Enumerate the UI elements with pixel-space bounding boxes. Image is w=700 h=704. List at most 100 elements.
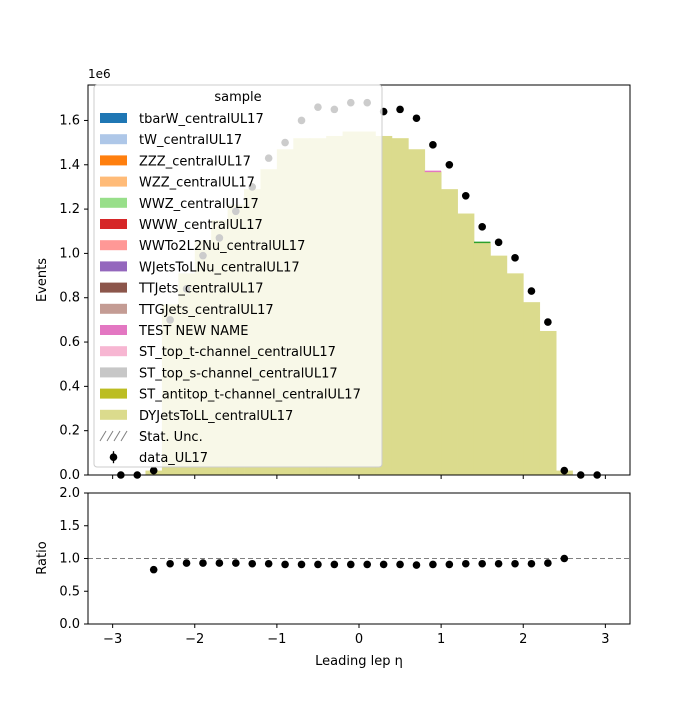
legend-label: ST_top_s-channel_centralUL17: [139, 366, 338, 381]
ratio-point: [527, 559, 536, 568]
mc-bar: [539, 330, 557, 475]
mc-bar: [391, 138, 409, 475]
data-point: [396, 105, 404, 114]
ratio-point: [232, 559, 240, 567]
ratio-points: [149, 554, 569, 574]
x-tick-label: −3: [103, 632, 122, 647]
legend-label: WWW_centralUL17: [139, 218, 263, 233]
legend-swatch: [100, 282, 127, 293]
data-point: [445, 160, 454, 169]
legend-marker: [109, 453, 118, 462]
legend-label: tbarW_centralUL17: [139, 112, 264, 127]
main-y-tick-label: 0.0: [59, 468, 80, 483]
mc-bar: [408, 149, 426, 475]
ratio-point: [182, 559, 191, 567]
main-x-ticks: [112, 475, 606, 479]
ratio-point: [314, 560, 322, 569]
ratio-panel: 0.0 0.5 1.0 1.5 2.0 −3 −2 −1 0 1 2 3 Ratio: [35, 486, 631, 647]
ratio-point: [544, 559, 552, 567]
ratio-y-tick-label: 1.0: [59, 552, 80, 567]
legend-label: ZZZ_centralUL17: [139, 154, 251, 169]
legend-frame: [93, 84, 383, 468]
legend-label: ST_top_t-channel_centralUL17: [139, 345, 336, 360]
legend-swatch: [100, 197, 127, 208]
x-tick-label: 3: [601, 632, 609, 647]
ratio-point: [445, 560, 454, 569]
legend-title: sample: [214, 90, 261, 105]
legend-label: tW_centralUL17: [139, 133, 242, 148]
legend-label: data_UL17: [139, 451, 208, 466]
data-point: [149, 466, 158, 475]
mc-bar: [441, 189, 458, 475]
ratio-point: [379, 560, 388, 569]
legend-label: WJetsToLNu_centralUL17: [139, 260, 300, 275]
ratio-point: [330, 560, 339, 569]
y-offset-text: 1e6: [88, 67, 111, 81]
ratio-y-ticks: 0.0 0.5 1.0 1.5 2.0: [59, 486, 88, 632]
data-point: [412, 114, 421, 123]
main-y-tick-label: 1.2: [59, 202, 80, 217]
ratio-point: [478, 559, 486, 568]
ratio-x-ticks: −3 −2 −1 0 1 2 3: [103, 624, 610, 647]
data-point: [494, 238, 503, 247]
legend-swatch: [100, 325, 127, 335]
legend-swatch: [100, 409, 127, 420]
legend-label: TTGJets_centralUL17: [138, 303, 274, 318]
legend-hatch-line: [99, 430, 107, 442]
ratio-point: [281, 560, 289, 569]
ratio-y-axis-label: Ratio: [35, 541, 50, 574]
stack-component-lines: [424, 170, 491, 244]
ratio-point: [215, 559, 224, 567]
legend-label: TTJets_centralUL17: [138, 282, 264, 297]
ratio-point: [149, 565, 158, 574]
x-axis-label: Leading lep η: [315, 654, 403, 669]
mc-bar: [490, 255, 508, 476]
ratio-y-tick-label: 1.5: [59, 519, 80, 534]
data-point: [560, 466, 569, 475]
x-tick-label: 1: [437, 632, 445, 647]
legend-swatch: [100, 219, 127, 229]
legend-label: WWZ_centralUL17: [139, 197, 259, 212]
legend-label: Stat. Unc.: [139, 430, 203, 445]
legend-swatch: [100, 346, 127, 357]
main-y-tick-label: 0.8: [59, 291, 80, 306]
main-y-tick-label: 0.2: [59, 424, 80, 439]
mc-bar: [424, 171, 442, 476]
legend-swatch: [100, 155, 127, 166]
ratio-point: [494, 559, 503, 568]
data-point: [429, 141, 437, 149]
ratio-y-tick-label: 0.5: [59, 584, 80, 599]
data-point: [478, 223, 486, 231]
data-point: [527, 287, 536, 295]
data-point: [544, 318, 552, 326]
legend-swatch: [100, 176, 127, 187]
x-tick-label: 0: [355, 632, 363, 647]
legend-hatch-line: [106, 430, 114, 442]
ratio-point: [346, 560, 355, 569]
x-tick-label: −2: [185, 632, 204, 647]
legend-hatch-line: [120, 430, 128, 442]
mc-bar: [506, 273, 524, 475]
x-tick-label: −1: [267, 632, 286, 647]
x-tick-label: 2: [519, 632, 527, 647]
main-y-tick-label: 1.4: [59, 158, 80, 173]
ratio-point: [560, 554, 569, 563]
legend-swatch: [100, 303, 127, 314]
ratio-point: [429, 560, 437, 569]
main-y-tick-label: 1.6: [59, 113, 80, 128]
mc-bar: [457, 213, 475, 475]
legend-label: DYJetsToLL_centralUL17: [139, 409, 293, 424]
data-point: [511, 254, 519, 262]
legend-entries: tbarW_centralUL17 tW_centralUL17 ZZZ_centr…: [99, 112, 361, 466]
legend-swatch: [100, 388, 127, 399]
mc-bar: [473, 242, 491, 475]
legend-label: TEST NEW NAME: [138, 324, 248, 339]
legend-label: ST_antitop_t-channel_centralUL17: [139, 388, 361, 403]
ratio-axes-frame: [87, 492, 631, 625]
mc-bar: [523, 302, 541, 475]
ratio-point: [264, 559, 273, 568]
legend-hatch-line: [113, 430, 121, 442]
legend-swatch: [100, 240, 127, 251]
